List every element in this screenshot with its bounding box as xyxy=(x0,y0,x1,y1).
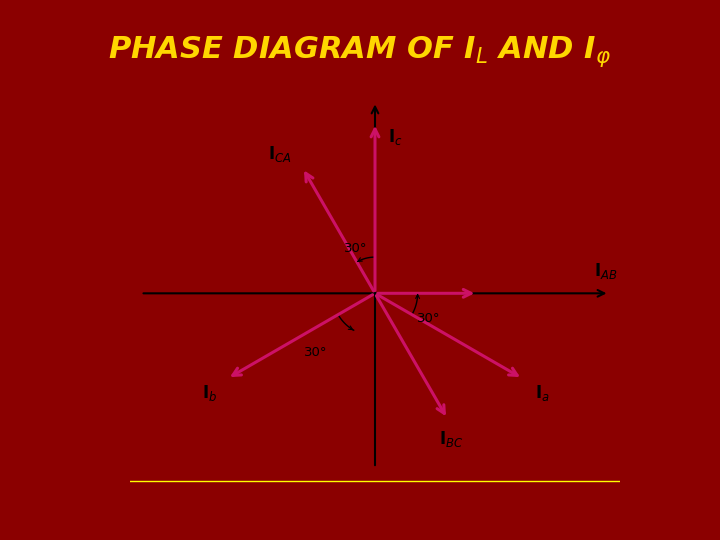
Text: 30°: 30° xyxy=(416,313,440,326)
Text: $\mathbf{I}_a$: $\mathbf{I}_a$ xyxy=(536,383,550,403)
Text: $\mathbf{I}_{AB}$: $\mathbf{I}_{AB}$ xyxy=(595,260,618,281)
Text: $\mathbf{I}_{CA}$: $\mathbf{I}_{CA}$ xyxy=(269,144,292,164)
Text: PHASE DIAGRAM OF I$_L$ AND I$_\varphi$: PHASE DIAGRAM OF I$_L$ AND I$_\varphi$ xyxy=(109,35,611,69)
Text: $\mathbf{I}_{BC}$: $\mathbf{I}_{BC}$ xyxy=(439,429,464,449)
Text: 30°: 30° xyxy=(304,347,327,360)
Text: 30°: 30° xyxy=(344,242,368,255)
Text: $\mathbf{I}_c$: $\mathbf{I}_c$ xyxy=(388,127,402,147)
Text: $\mathbf{I}_b$: $\mathbf{I}_b$ xyxy=(202,383,217,403)
